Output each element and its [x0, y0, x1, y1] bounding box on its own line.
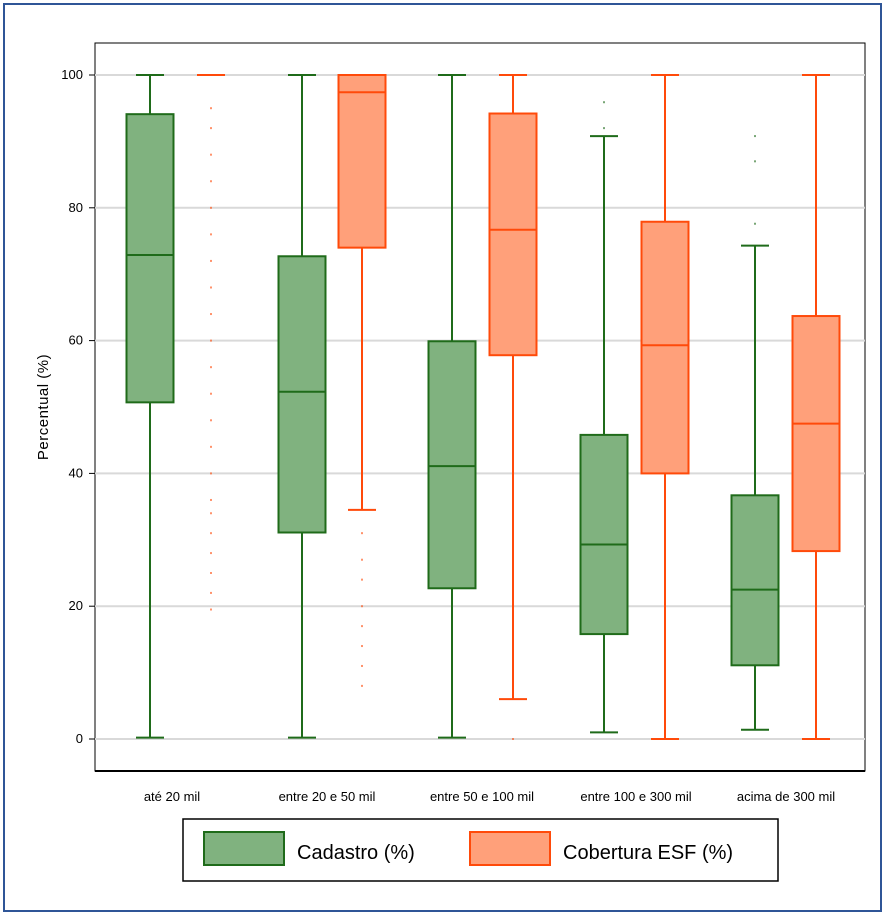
- box-iqr: [337, 74, 387, 249]
- category-label-layer: até 20 mil entre 20 e 50 mil entre 50 e 10…: [144, 789, 835, 804]
- box-iqr: [730, 494, 780, 667]
- outlier-point: [210, 153, 212, 156]
- outlier-point: [210, 392, 212, 395]
- box-iqr: [579, 433, 629, 636]
- y-tick-label: 80: [69, 200, 83, 215]
- outlier-point: [210, 472, 212, 475]
- y-tick-label: 0: [76, 731, 83, 746]
- outlier-point: [210, 608, 212, 611]
- box-iqr: [488, 112, 538, 357]
- legend: Cadastro (%) Cobertura ESF (%): [182, 818, 779, 882]
- legend-swatch-cobertura-esf: [469, 831, 551, 866]
- outlier-point: [210, 366, 212, 369]
- outlier-point: [754, 160, 756, 163]
- box-cadastro: [730, 135, 780, 731]
- outlier-point: [361, 625, 363, 628]
- outlier-point: [210, 339, 212, 342]
- box-layer: [125, 74, 841, 740]
- box-iqr: [640, 220, 690, 475]
- outlier-point: [361, 684, 363, 687]
- box-cadastro: [125, 74, 175, 739]
- box-iqr: [791, 315, 841, 553]
- box-cobertura-esf: [640, 74, 690, 740]
- box-iqr: [277, 255, 327, 534]
- box-cadastro: [579, 101, 629, 734]
- y-tick-label: 60: [69, 333, 83, 348]
- x-category-label: entre 20 e 50 mil: [279, 789, 376, 804]
- box-cobertura-esf: [488, 74, 538, 740]
- legend-label-cobertura-esf: Cobertura ESF (%): [563, 842, 733, 864]
- box-cobertura-esf: [337, 74, 387, 687]
- legend-swatch-cadastro: [203, 831, 285, 866]
- outlier-point: [210, 127, 212, 130]
- outlier-point: [512, 738, 514, 740]
- outlier-point: [603, 101, 605, 104]
- x-category-label: até 20 mil: [144, 789, 200, 804]
- outlier-point: [210, 259, 212, 262]
- outlier-point: [210, 532, 212, 535]
- box-cobertura-esf: [791, 74, 841, 740]
- outlier-point: [210, 591, 212, 594]
- outlier-point: [754, 135, 756, 138]
- box-iqr: [427, 340, 477, 590]
- legend-label-cadastro: Cadastro (%): [297, 842, 415, 864]
- outlier-point: [210, 286, 212, 289]
- outlier-point: [210, 572, 212, 574]
- box-iqr: [125, 113, 175, 404]
- outlier-point: [361, 605, 363, 608]
- outlier-point: [361, 664, 363, 667]
- outlier-point: [210, 419, 212, 422]
- y-tick-label: 20: [69, 598, 83, 613]
- outlier-point: [210, 313, 212, 316]
- box-cobertura-esf: [197, 74, 225, 611]
- x-category-label: entre 100 e 300 mil: [580, 789, 691, 804]
- box-cadastro: [277, 74, 327, 739]
- outlier-point: [210, 233, 212, 236]
- outlier-point: [361, 645, 363, 648]
- outlier-point: [210, 107, 212, 110]
- outlier-point: [603, 127, 605, 130]
- outlier-point: [361, 532, 363, 535]
- outlier-point: [210, 498, 212, 501]
- outlier-point: [210, 512, 212, 515]
- outlier-point: [361, 558, 363, 561]
- x-category-label: entre 50 e 100 mil: [430, 789, 534, 804]
- outlier-point: [210, 445, 212, 448]
- x-category-label: acima de 300 mil: [737, 789, 835, 804]
- outlier-point: [210, 180, 212, 183]
- outlier-point: [210, 206, 212, 209]
- y-tick-label: 100: [61, 67, 83, 82]
- outlier-point: [210, 552, 212, 555]
- y-tick-layer: 0 20 40 60 80 100: [61, 67, 95, 746]
- box-cadastro: [427, 74, 477, 739]
- outlier-point: [361, 578, 363, 581]
- y-tick-label: 40: [69, 465, 83, 480]
- outlier-point: [754, 222, 756, 225]
- y-axis-label: Percentual (%): [35, 354, 52, 460]
